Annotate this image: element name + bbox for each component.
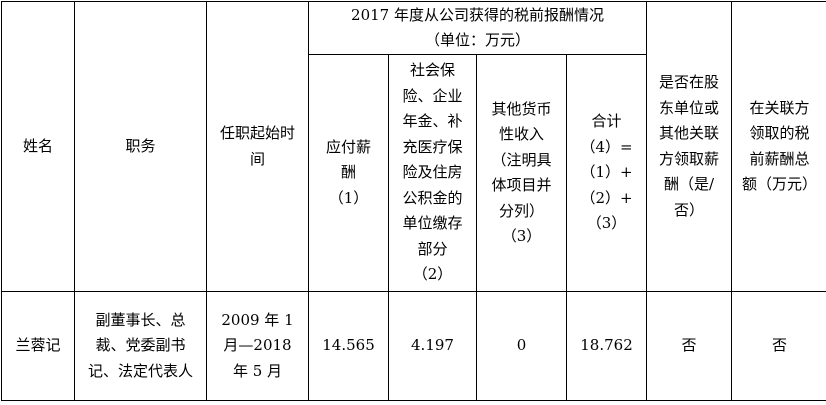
header-other-unit-question: 是否在股 东单位或 其他关联 方领取薪 酬（是/ 否） [647,2,732,292]
header-2017-pretax-compensation: 2017 年度从公司获得的税前报酬情况 （单位：万元） [309,2,647,55]
cell-related-party-amount: 否 [732,292,826,401]
cell-other-unit-answer: 否 [647,292,732,401]
cell-total: 18.762 [567,292,647,401]
header-related-party-total: 在关联方 领取的税 前薪酬总 额（万元） [732,2,826,292]
header-row-top: 姓名 职务 任职起始时 间 2017 年度从公司获得的税前报酬情况 （单位：万元… [2,2,826,55]
header-position: 职务 [75,2,207,292]
cell-position: 副董事长、总 裁、党委副书 记、法定代表人 [75,292,207,401]
header-total: 合计 （4）= （1）+ （2）+ （3） [567,55,647,292]
cell-payable-salary: 14.565 [309,292,389,401]
table-row: 兰蓉记 副董事长、总 裁、党委副书 记、法定代表人 2009 年 1 月—201… [2,292,826,401]
cell-social-insurance: 4.197 [389,292,477,401]
header-payable-salary: 应付薪 酬 （1） [309,55,389,292]
header-social-insurance: 社会保 险、企业 年金、补 充医疗保 险及住房 公积金的 单位缴存 部分 （2） [389,55,477,292]
cell-term: 2009 年 1 月—2018 年 5 月 [207,292,309,401]
cell-name: 兰蓉记 [2,292,75,401]
cell-other-cash-income: 0 [477,292,567,401]
header-term-start: 任职起始时 间 [207,2,309,292]
header-other-cash-income: 其他货币 性收入 （注明具 体项目并 分列） （3） [477,55,567,292]
header-name: 姓名 [2,2,75,292]
